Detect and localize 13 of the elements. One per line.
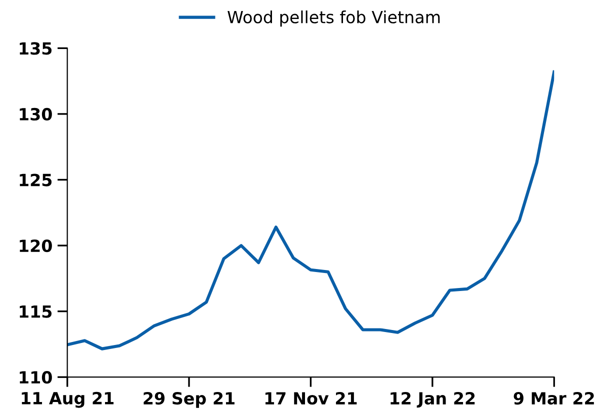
y-tick-label: 115 (20, 306, 52, 318)
legend-label: Wood pellets fob Vietnam (228, 10, 440, 27)
y-tick-label: 110 (20, 371, 52, 384)
x-tick-label: 11 Aug 21 (22, 392, 114, 408)
x-tick-label: 17 Nov 21 (265, 392, 357, 405)
x-tick-label: 12 Jan 22 (390, 392, 475, 408)
x-tick-label: 9 Mar 22 (514, 392, 594, 405)
x-tick-label: 29 Sep 21 (144, 392, 234, 408)
line-series (67, 70, 554, 350)
y-tick-label: 135 (20, 42, 52, 55)
y-tick-label: 120 (20, 239, 52, 252)
y-tick-label: 125 (20, 174, 52, 186)
y-tick-label: 130 (20, 108, 52, 121)
